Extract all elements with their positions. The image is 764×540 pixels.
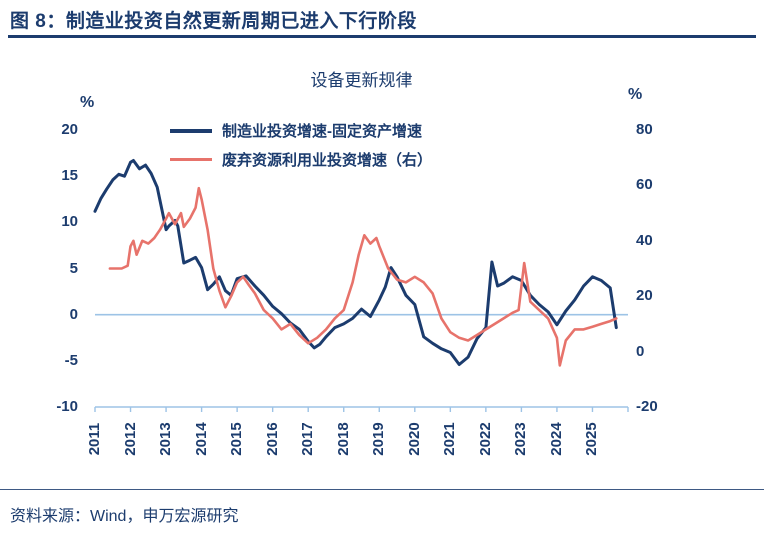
source-note: 资料来源：Wind，申万宏源研究 [10,508,239,525]
x-axis-year-label: 2014 [192,422,210,456]
title-underline [8,35,756,38]
legend-item-manufacturing: 制造业投资增速-固定资产增速 [170,120,432,141]
x-axis-year-label: 2021 [441,422,459,456]
right-axis-tick-label: -20 [636,398,658,415]
left-axis-tick-label: 10 [61,213,78,231]
blue-line-swatch [170,128,212,133]
left-axis-tick-label: -10 [56,398,78,415]
x-axis-year-label: 2024 [547,422,565,456]
right-axis-tick-label: 0 [636,342,645,360]
x-axis-year-label: 2016 [263,422,281,456]
series-line-0 [93,159,618,366]
left-axis-tick-label: 15 [61,167,78,185]
x-axis-year-label: 2022 [476,422,494,456]
x-axis-year-label: 2017 [299,422,317,456]
legend-item-waste-resource: 废弃资源利用业投资增速（右） [170,149,432,170]
right-axis-tick-label: 20 [636,287,653,305]
x-axis-year-label: 2019 [370,422,388,456]
series-line-1 [108,186,618,367]
legend-label-manufacturing: 制造业投资增速-固定资产增速 [222,123,422,140]
left-axis-tick-label: 20 [61,121,78,138]
right-axis-tick-label: 60 [636,176,653,194]
plot-area [93,159,629,412]
left-axis-tick-label: -5 [64,351,78,369]
x-axis-ticks [94,407,629,412]
right-axis-unit: % [628,86,643,103]
x-axis-year-label: 2020 [405,422,423,456]
x-axis-year-label: 2011 [86,422,103,456]
x-axis-year-label: 2018 [334,422,352,456]
figure-title: 图 8：制造业投资自然更新周期已进入下行阶段 [10,11,417,32]
red-line-swatch [170,158,212,161]
left-axis-tick-label: 5 [69,259,78,277]
x-axis-year-label: 2015 [228,422,246,456]
left-axis-tick-label: 0 [69,305,78,323]
left-axis-unit: % [80,94,95,111]
footer-divider [0,489,764,490]
chart-legend: 制造业投资增速-固定资产增速 废弃资源利用业投资增速（右） [170,120,432,170]
chart-title: 设备更新规律 [310,71,413,90]
x-axis-year-label: 2013 [157,422,175,456]
x-axis-year-label: 2025 [583,422,601,456]
legend-label-waste-resource: 废弃资源利用业投资增速（右） [222,152,433,169]
right-axis-tick-label: 80 [636,121,653,138]
x-axis-year-label: 2012 [121,422,139,456]
x-axis-year-label: 2023 [512,422,530,456]
right-axis-tick-label: 40 [636,231,653,249]
